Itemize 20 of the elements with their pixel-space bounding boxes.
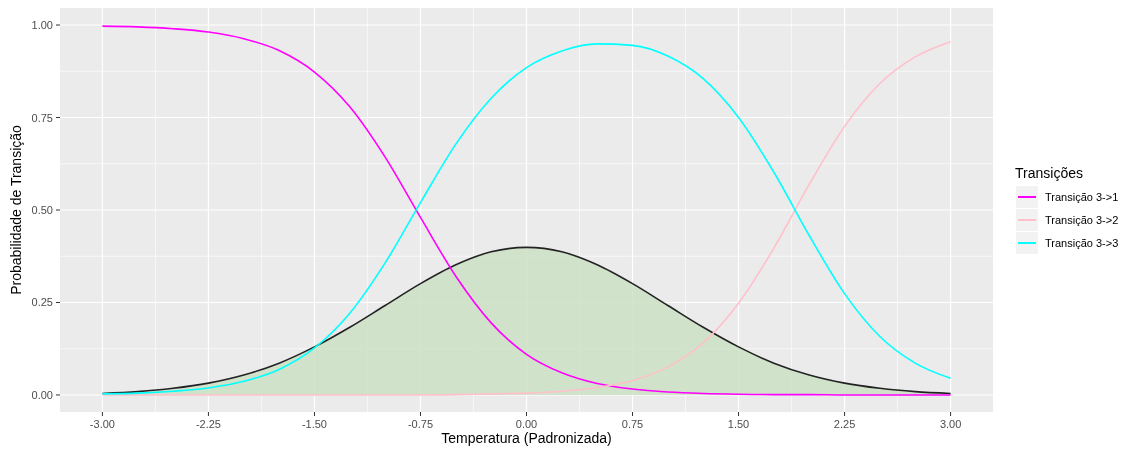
y-tick-label: 0.00 <box>31 388 53 401</box>
x-tick-label: 1.50 <box>727 418 750 430</box>
legend-label: Transição 3->1 <box>1045 191 1119 203</box>
y-tick-label: 0.75 <box>31 111 53 124</box>
legend-label: Transição 3->3 <box>1045 237 1119 249</box>
x-tick-label: -2.25 <box>195 418 221 430</box>
x-axis-title: Temperatura (Padronizada) <box>441 430 612 446</box>
y-tick-label: 1.00 <box>31 19 53 32</box>
x-tick-label: 0.75 <box>621 418 644 430</box>
legend-label: Transição 3->2 <box>1045 214 1119 226</box>
x-tick-label: -3.00 <box>89 418 115 430</box>
x-tick-label: -0.75 <box>407 418 434 430</box>
y-tick-label: 0.50 <box>31 204 53 216</box>
legend-title: Transições <box>1015 165 1083 181</box>
x-tick-label: 0.00 <box>515 418 538 430</box>
y-axis-title: Probabilidade de Transição <box>8 124 24 295</box>
x-tick-label: 2.25 <box>833 418 856 430</box>
x-tick-label: 3.00 <box>939 418 962 430</box>
x-tick-label: -1.50 <box>301 418 327 430</box>
y-tick-label: 0.25 <box>31 296 53 309</box>
